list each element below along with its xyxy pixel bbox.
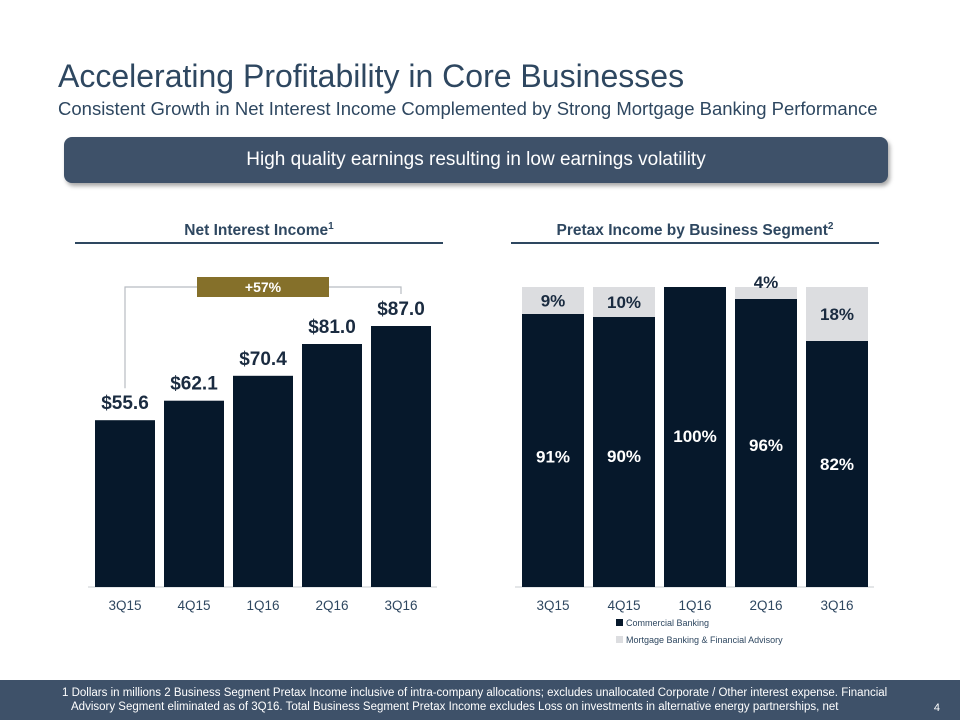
- data-label-4Q15: $62.1: [170, 374, 218, 395]
- tick-label-3Q15: 3Q15: [536, 598, 569, 613]
- banner-text: High quality earnings resulting in low e…: [246, 149, 706, 170]
- left-chart-title: Net Interest Income1: [184, 221, 334, 240]
- growth-badge: [197, 277, 329, 297]
- data-label-commercial-3Q15: 91%: [536, 448, 570, 467]
- tick-label-3Q15: 3Q15: [108, 598, 141, 613]
- bar-commercial-3Q16: [806, 341, 868, 587]
- bar-commercial-2Q16: [735, 299, 797, 587]
- bar-3Q15: [95, 420, 155, 587]
- data-label-commercial-2Q16: 96%: [749, 436, 783, 455]
- page-number: 4: [933, 702, 940, 714]
- tick-label-3Q16: 3Q16: [820, 598, 853, 613]
- growth-badge-label: +57%: [245, 279, 282, 295]
- footnote-text: 1 Dollars in millions 2 Business Segment…: [62, 687, 888, 713]
- right-title-rule: [511, 242, 879, 244]
- footnote-ref-2: 2: [827, 221, 834, 232]
- data-label-mortgage-3Q16: 18%: [820, 305, 854, 324]
- bar-commercial-1Q16: [664, 287, 726, 587]
- footnote-ref-1: 1: [328, 221, 334, 232]
- data-label-mortgage-2Q16: 4%: [754, 273, 779, 292]
- data-label-mortgage-4Q15: 10%: [607, 293, 641, 312]
- tick-label-1Q16: 1Q16: [246, 598, 279, 613]
- tick-label-4Q15: 4Q15: [177, 598, 210, 613]
- right-chart-title: Pretax Income by Business Segment2: [556, 221, 834, 240]
- bar-mortgage-2Q16: [735, 287, 797, 299]
- data-label-3Q15: $55.6: [101, 393, 149, 414]
- bar-4Q15: [164, 400, 224, 587]
- bar-commercial-3Q15: [522, 314, 584, 587]
- bar-2Q16: [302, 344, 362, 587]
- data-label-1Q16: $70.4: [239, 349, 287, 370]
- bar-1Q16: [233, 375, 293, 587]
- bar-commercial-4Q15: [593, 317, 655, 587]
- bar-mortgage-3Q16: [806, 287, 868, 341]
- tick-label-4Q15: 4Q15: [607, 598, 640, 613]
- bar-mortgage-4Q15: [593, 287, 655, 317]
- data-label-3Q16: $87.0: [377, 299, 425, 320]
- tick-label-2Q16: 2Q16: [315, 598, 348, 613]
- tick-label-3Q16: 3Q16: [384, 598, 417, 613]
- data-label-commercial-3Q16: 82%: [820, 455, 854, 474]
- left-title-rule: [75, 242, 443, 244]
- legend-label-commercial: Commercial Banking: [626, 618, 709, 628]
- tick-label-1Q16: 1Q16: [678, 598, 711, 613]
- legend-label-mortgage: Mortgage Banking & Financial Advisory: [626, 635, 783, 645]
- legend-swatch-mortgage: [616, 636, 623, 643]
- tick-label-2Q16: 2Q16: [749, 598, 782, 613]
- bar-3Q16: [371, 326, 431, 587]
- page-title: Accelerating Profitability in Core Busin…: [58, 58, 685, 94]
- data-label-commercial-1Q16: 100%: [673, 427, 716, 446]
- pretax-segment-chart: 91% 9% 3Q15 90% 10% 4Q15 100% 1Q16 96% 4% 2Q16 82% 1…: [515, 273, 874, 645]
- bar-mortgage-3Q15: [522, 287, 584, 314]
- data-label-mortgage-3Q15: 9%: [541, 292, 566, 311]
- page-subtitle: Consistent Growth in Net Interest Income…: [58, 98, 878, 119]
- net-interest-income-chart: $55.6 3Q15 $62.1 4Q15 $70.4 1Q16 $81.0 2Q16 $87.…: [88, 277, 437, 613]
- highlight-banner: High quality earnings resulting in low e…: [64, 137, 888, 183]
- footer-bar: [0, 680, 960, 720]
- data-label-2Q16: $81.0: [308, 317, 356, 338]
- data-label-commercial-4Q15: 90%: [607, 447, 641, 466]
- legend-swatch-commercial: [616, 619, 623, 626]
